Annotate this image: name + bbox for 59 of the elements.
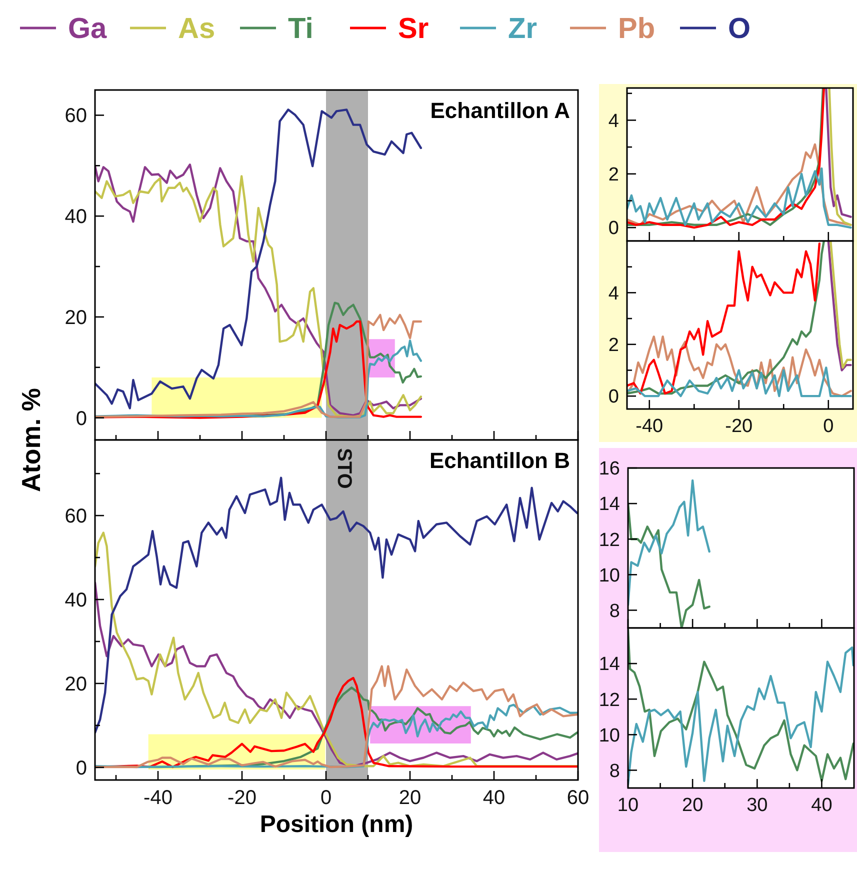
x-tick-label: -40: [144, 787, 172, 809]
x-axis-title: Position (nm): [260, 811, 414, 838]
x-tick-label: -20: [228, 787, 256, 809]
y-tick-label: 12: [598, 530, 620, 551]
y-tick-label: 40: [64, 590, 87, 612]
x-tick-label: 0: [320, 787, 332, 809]
band-label: STO: [333, 448, 355, 489]
y-axis-title: Atom. %: [16, 388, 46, 492]
x-tick-label: 60: [566, 787, 590, 809]
legend-label: Ga: [68, 13, 108, 45]
y-tick-label: 8: [609, 760, 620, 782]
line-series: [628, 479, 710, 606]
x-tick-label: 40: [811, 795, 832, 816]
line-series: [95, 704, 578, 768]
line-series: [627, 167, 852, 229]
y-tick-label: 0: [608, 218, 619, 240]
y-tick-label: 0: [76, 757, 87, 780]
x-tick-label: 30: [746, 795, 768, 816]
y-tick-label: 60: [64, 105, 87, 128]
x-tick-label: 20: [398, 787, 422, 809]
y-tick-label: 60: [64, 506, 87, 528]
y-tick-label: 14: [598, 654, 620, 676]
annotation: Echantillon A: [430, 98, 570, 123]
y-tick-label: 12: [598, 690, 620, 711]
y-tick-label: 10: [598, 565, 620, 586]
x-tick-label: 40: [482, 787, 506, 809]
y-tick-label: 20: [64, 306, 87, 329]
legend-label: Sr: [398, 13, 429, 45]
legend-label: Pb: [618, 13, 656, 45]
annotation: Echantillon B: [429, 448, 570, 473]
x-tick-label: 20: [682, 795, 704, 816]
y-tick-label: 4: [608, 110, 620, 132]
line-series: [628, 502, 710, 628]
x-tick-label: 0: [823, 416, 834, 437]
y-tick-label: 14: [598, 494, 620, 516]
y-tick-label: 4: [608, 283, 620, 304]
y-tick-label: 10: [598, 725, 620, 746]
y-tick-label: 16: [598, 458, 620, 480]
y-tick-label: 2: [608, 164, 619, 186]
legend-label: Ti: [288, 13, 314, 45]
line-series: [627, 366, 852, 398]
x-tick-label: -40: [636, 416, 664, 437]
legend-label: O: [728, 13, 751, 45]
line-series: [95, 532, 578, 768]
y-tick-label: 0: [608, 386, 619, 408]
legend-label: As: [178, 13, 216, 45]
line-series: [95, 108, 422, 410]
line-series: [95, 340, 422, 418]
line-series: [627, 336, 852, 398]
y-tick-label: 8: [609, 600, 620, 622]
line-series: [627, 143, 852, 226]
y-tick-label: 2: [608, 335, 619, 356]
line-series: [828, 88, 852, 226]
line-series: [825, 88, 852, 218]
y-tick-label: 20: [64, 673, 87, 696]
x-tick-label: -20: [725, 416, 753, 437]
legend-label: Zr: [508, 13, 537, 45]
line-series: [95, 582, 578, 768]
y-tick-label: 40: [64, 206, 87, 228]
